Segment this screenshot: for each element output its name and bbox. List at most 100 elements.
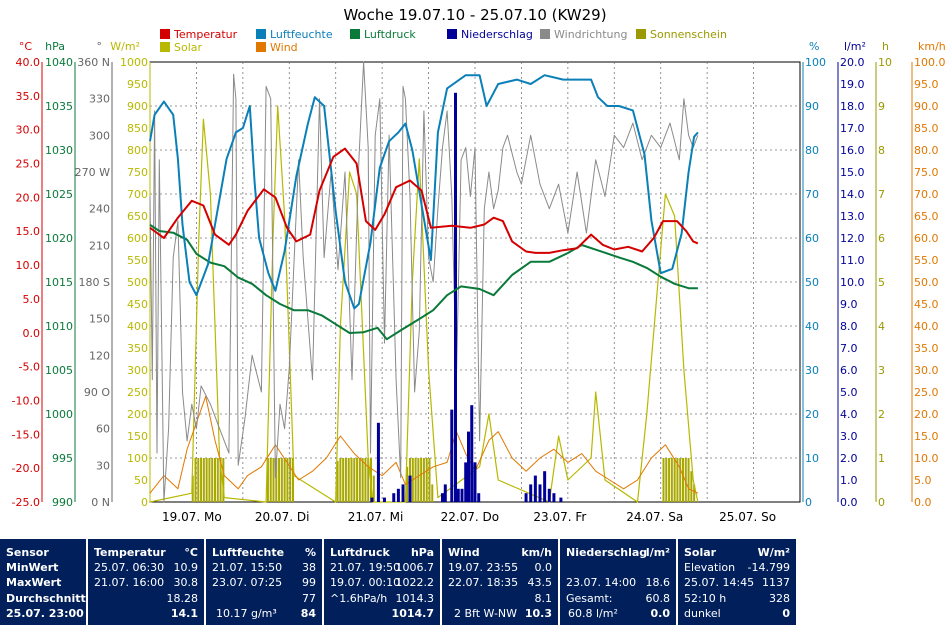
right-tick-label: 6 — [878, 232, 885, 245]
sunshine-bar — [205, 458, 208, 502]
sunshine-bar — [214, 458, 216, 502]
left-tick-label: -10.0 — [12, 394, 40, 407]
rain-max-time: 23.07. 14:00 — [566, 576, 637, 589]
sunshine-bar — [216, 458, 219, 502]
right-tick-label: 15.0 — [840, 166, 865, 179]
solar-now: 0 — [782, 607, 790, 620]
solar-header: Solar — [684, 546, 717, 559]
rain-bar — [473, 462, 477, 502]
sunshine-bar — [422, 458, 425, 502]
right-tick-label: 8.0 — [840, 320, 858, 333]
right-tick-label: 6.0 — [840, 364, 858, 377]
right-tick-label: 10.0 — [914, 452, 939, 465]
left-tick-label: 600 — [127, 232, 148, 245]
sunshine-bar — [194, 458, 197, 502]
sunshine-bar — [191, 475, 194, 502]
series-wind-direction — [149, 61, 699, 503]
hum-max-time: 23.07. 07:25 — [212, 576, 283, 589]
x-axis-labels: 19.07. Mo 20.07. Di 21.07. Mi 22.07. Do 23.0… — [162, 510, 776, 524]
wind-avg: 8.1 — [534, 592, 553, 605]
rain-bar — [467, 431, 470, 502]
weather-chart: Woche 19.07.10 - 25.07.10 (KW29) Tempera… — [11, 6, 946, 524]
left-tick-label: 1040 — [45, 56, 73, 69]
min-label: MinWert — [6, 561, 59, 574]
left-tick-label: 360 N — [77, 56, 110, 69]
hum-abs: 10.17 g/m³ — [216, 607, 277, 620]
right-tick-label: 100.0 — [914, 56, 946, 69]
right-tick-label: 5.0 — [840, 386, 858, 399]
sunshine-bar — [350, 458, 353, 502]
left-tick-label: 1005 — [45, 364, 73, 377]
rain-bar — [450, 409, 454, 502]
right-tick-label: 10 — [878, 56, 892, 69]
sunshine-bar — [211, 458, 214, 502]
rain-bar — [538, 484, 542, 502]
legend-label: Luftfeuchte — [270, 28, 333, 41]
rain-bar — [460, 488, 464, 502]
rain-bar — [396, 488, 400, 502]
stats-sensor-col: Sensor MinWert MaxWert Durchschnitt 25.0… — [0, 539, 88, 625]
left-axis-unit: hPa — [45, 40, 65, 53]
left-tick-label: 300 — [89, 129, 110, 142]
solar-avg: 328 — [769, 592, 790, 605]
left-tick-label: -20.0 — [12, 462, 40, 475]
sensor-header: Sensor — [6, 546, 49, 559]
left-tick-label: 25.0 — [16, 158, 41, 171]
sunshine-bar — [417, 458, 420, 502]
sunshine-bar — [219, 458, 222, 502]
rain-total-label: Gesamt: — [566, 592, 613, 605]
left-tick-label: 1030 — [45, 144, 73, 157]
humidity-line — [149, 74, 699, 310]
press-unit: hPa — [410, 546, 434, 559]
left-tick-label: -25.0 — [12, 496, 40, 509]
rain-max-val: 18.6 — [645, 576, 671, 589]
temp-header: Temperatur — [94, 546, 166, 559]
temp-now: 14.1 — [170, 607, 198, 620]
right-tick-label: 100 — [805, 56, 826, 69]
press-now: 1014.7 — [391, 607, 434, 620]
avg-label: Durchschnitt — [6, 592, 86, 605]
x-tick-label: 25.07. So — [719, 510, 776, 524]
hum-avg: 77 — [302, 592, 316, 605]
press-avg: 1014.3 — [395, 592, 435, 605]
left-tick-label: 270 W — [75, 166, 110, 179]
sunshine-bar — [358, 458, 361, 502]
left-tick-label: 900 — [127, 100, 148, 113]
pressure-line — [149, 223, 698, 341]
right-tick-label: 3.0 — [840, 430, 858, 443]
right-tick-label: 35.0 — [914, 342, 939, 355]
sunshine-bar — [367, 458, 370, 502]
temp-min-val: 10.9 — [173, 561, 199, 574]
left-tick-label: 850 — [127, 122, 148, 135]
wind-direction-line — [149, 61, 699, 503]
left-tick-label: 1020 — [45, 232, 73, 245]
rain-bar — [477, 493, 481, 502]
right-tick-label: 0.0 — [914, 496, 932, 509]
right-axis-unit: l/m² — [844, 40, 866, 53]
right-tick-label: 90.0 — [914, 100, 939, 113]
sunshine-bar — [690, 471, 693, 502]
temp-max-time: 21.07. 16:00 — [94, 576, 165, 589]
sunshine-bar — [668, 458, 671, 502]
sunshine-bar — [665, 458, 668, 502]
right-tick-label: 2.0 — [840, 452, 858, 465]
sunshine-bar — [289, 458, 292, 502]
right-tick-label: 16.0 — [840, 144, 865, 157]
sunshine-bar — [269, 458, 272, 502]
press-header: Luftdruck — [330, 546, 390, 559]
left-axis-unit: °C — [19, 40, 33, 53]
legend-swatch — [160, 42, 170, 52]
rain-now-sub: 60.8 l/m² — [568, 607, 618, 620]
wind-header: Wind — [448, 546, 480, 559]
sunshine-bar — [202, 458, 205, 502]
right-tick-label: 60.0 — [914, 232, 939, 245]
left-tick-label: 120 — [89, 349, 110, 362]
sunshine-bar — [272, 458, 275, 502]
wind-min-val: 0.0 — [534, 561, 553, 574]
legend-label: Sonnenschein — [650, 28, 727, 41]
x-tick-label: 23.07. Fr — [533, 510, 586, 524]
rain-bar — [382, 497, 386, 502]
right-tick-label: 55.0 — [914, 254, 939, 267]
wind-max-time: 22.07. 18:35 — [448, 576, 519, 589]
left-tick-label: 20.0 — [16, 191, 41, 204]
